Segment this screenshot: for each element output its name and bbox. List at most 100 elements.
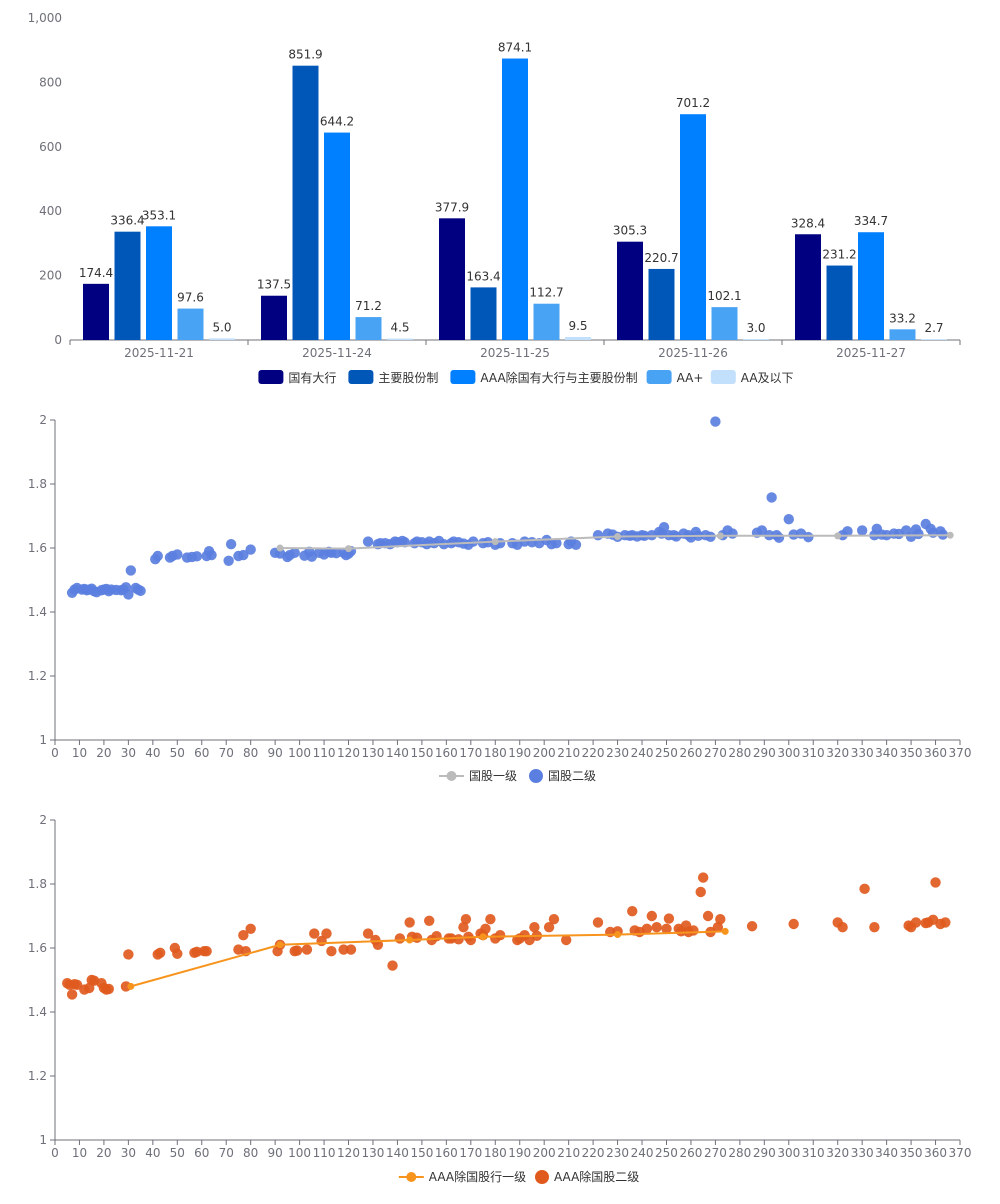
scatter-point[interactable] [225,538,237,550]
bar[interactable] [795,234,821,340]
scatter-point[interactable] [206,549,217,561]
scatter-point[interactable] [837,922,848,933]
scatter-point[interactable] [842,526,853,537]
scatter-point[interactable] [485,914,496,925]
scatter-point[interactable] [712,922,724,933]
bar[interactable] [680,114,706,341]
line-point[interactable] [721,927,729,935]
bar[interactable] [565,336,591,340]
legend-scatter-swatch[interactable] [529,769,543,783]
scatter-point[interactable] [460,914,472,925]
bar[interactable] [355,317,382,340]
scatter-point[interactable] [453,934,464,945]
scatter-point[interactable] [561,934,572,946]
scatter-point[interactable] [66,989,78,1000]
scatter-point[interactable] [326,946,337,957]
scatter-point[interactable] [551,538,562,549]
legend-swatch[interactable] [348,370,374,384]
scatter-point[interactable] [930,877,941,888]
scatter-point[interactable] [646,910,658,922]
line-point[interactable] [614,931,622,939]
scatter-point[interactable] [859,883,870,894]
bar[interactable] [826,265,853,340]
scatter-point[interactable] [494,930,506,941]
line-point[interactable] [946,531,954,539]
scatter-point[interactable] [658,522,670,533]
scatter-point[interactable] [468,536,479,547]
scatter-point[interactable] [458,922,469,933]
scatter-point[interactable] [345,944,357,955]
bar[interactable] [502,58,528,341]
line-point[interactable] [127,982,135,990]
scatter-point[interactable] [301,944,313,955]
scatter-point[interactable] [394,933,406,944]
scatter-point[interactable] [773,532,785,543]
scatter-point[interactable] [152,550,163,562]
scatter-point[interactable] [362,928,374,939]
bar[interactable] [114,231,141,340]
scatter-point[interactable] [223,555,234,566]
line-point[interactable] [345,545,353,553]
scatter-point[interactable] [710,416,721,427]
scatter-point[interactable] [154,947,166,958]
bar[interactable] [470,287,497,340]
legend-swatch[interactable] [450,370,476,384]
series-line[interactable] [130,930,726,988]
bar[interactable] [292,65,319,340]
scatter-point[interactable] [592,530,604,541]
scatter-point[interactable] [321,928,332,939]
bar[interactable] [711,307,738,340]
scatter-point[interactable] [543,922,555,933]
scatter-point[interactable] [125,565,137,576]
scatter-point[interactable] [663,913,675,924]
scatter-point[interactable] [803,531,814,543]
scatter-point[interactable] [548,914,560,925]
scatter-point[interactable] [245,544,256,555]
bar[interactable] [146,226,172,340]
scatter-point[interactable] [424,915,435,926]
bar[interactable] [324,132,350,340]
bar[interactable] [439,218,465,340]
bar[interactable] [209,338,235,340]
scatter-point[interactable] [123,589,134,600]
scatter-point[interactable] [746,921,758,932]
scatter-point[interactable] [651,922,662,933]
bar[interactable] [858,232,884,340]
legend-swatch[interactable] [710,370,736,384]
line-point[interactable] [276,941,284,949]
scatter-point[interactable] [688,925,699,936]
scatter-point[interactable] [910,917,922,928]
scatter-point[interactable] [331,547,342,559]
scatter-point[interactable] [289,547,300,558]
scatter-point[interactable] [702,910,714,922]
scatter-point[interactable] [291,945,303,956]
line-point[interactable] [276,544,284,552]
scatter-point[interactable] [71,979,83,990]
bar[interactable] [648,268,675,340]
legend-scatter-swatch[interactable] [535,1170,549,1184]
line-point[interactable] [614,532,622,540]
bar[interactable] [921,339,947,340]
scatter-point[interactable] [727,528,738,539]
line-point[interactable] [479,933,487,941]
bar[interactable] [261,295,287,340]
scatter-point[interactable] [404,917,415,928]
scatter-point[interactable] [172,948,183,959]
line-point[interactable] [716,532,724,540]
scatter-point[interactable] [788,918,799,930]
scatter-point[interactable] [869,922,880,933]
scatter-point[interactable] [627,906,638,917]
bar[interactable] [387,338,413,340]
scatter-point[interactable] [338,944,349,955]
scatter-point[interactable] [592,917,604,928]
line-point[interactable] [834,532,842,540]
scatter-point[interactable] [856,525,868,536]
scatter-point[interactable] [715,914,726,925]
legend-swatch[interactable] [258,370,284,384]
bar[interactable] [743,339,769,340]
scatter-point[interactable] [84,982,95,994]
scatter-point[interactable] [103,983,115,995]
scatter-point[interactable] [387,960,398,971]
scatter-point[interactable] [172,549,183,560]
line-point[interactable] [406,936,414,944]
